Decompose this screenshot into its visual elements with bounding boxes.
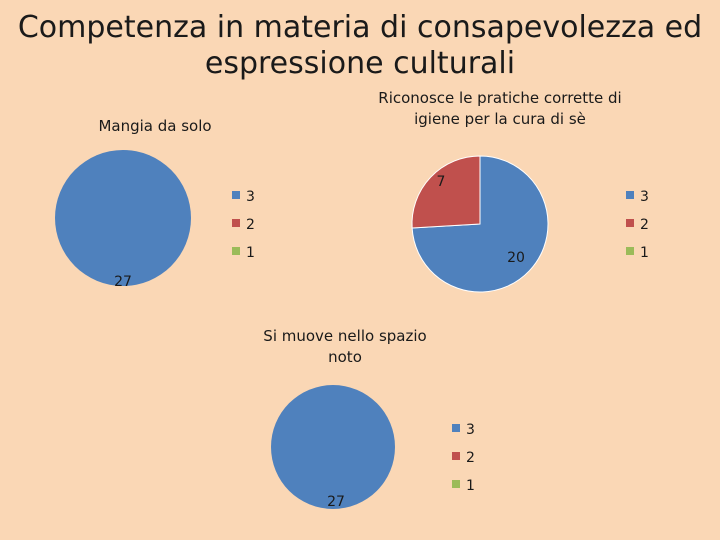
legend-label-3: 3 <box>640 189 649 205</box>
chart-title-mangia: Mangia da solo <box>98 117 212 135</box>
legend-label-3: 3 <box>246 189 255 205</box>
legend-swatch-3 <box>452 424 460 432</box>
page-title: Competenza in materia di consapevolezza … <box>17 10 703 81</box>
pie-slice-2 <box>411 155 481 229</box>
legend-label-1: 1 <box>466 478 475 494</box>
pie-slice-3 <box>55 150 191 286</box>
legend-swatch-1 <box>232 247 240 255</box>
legend-swatch-2 <box>232 219 240 227</box>
legend-label-2: 2 <box>246 217 255 233</box>
pie-slice-3 <box>271 385 395 509</box>
chart-title-spazio: Si muove nello spazio noto <box>263 327 427 366</box>
legend-swatch-1 <box>452 480 460 488</box>
legend-label-3: 3 <box>466 422 475 438</box>
data-label-3: 20 <box>507 250 525 266</box>
data-label-3: 27 <box>114 274 132 290</box>
legend-swatch-2 <box>626 219 634 227</box>
legend-label-2: 2 <box>466 450 475 466</box>
chart-title-igiene: Riconosce le pratiche corrette di igiene… <box>378 89 622 128</box>
legend-label-2: 2 <box>640 217 649 233</box>
legend-swatch-1 <box>626 247 634 255</box>
data-label-2: 7 <box>437 174 446 190</box>
legend-label-1: 1 <box>640 245 649 261</box>
data-label-3: 27 <box>327 494 345 510</box>
legend-swatch-3 <box>626 191 634 199</box>
legend-swatch-2 <box>452 452 460 460</box>
legend-label-1: 1 <box>246 245 255 261</box>
legend-swatch-3 <box>232 191 240 199</box>
